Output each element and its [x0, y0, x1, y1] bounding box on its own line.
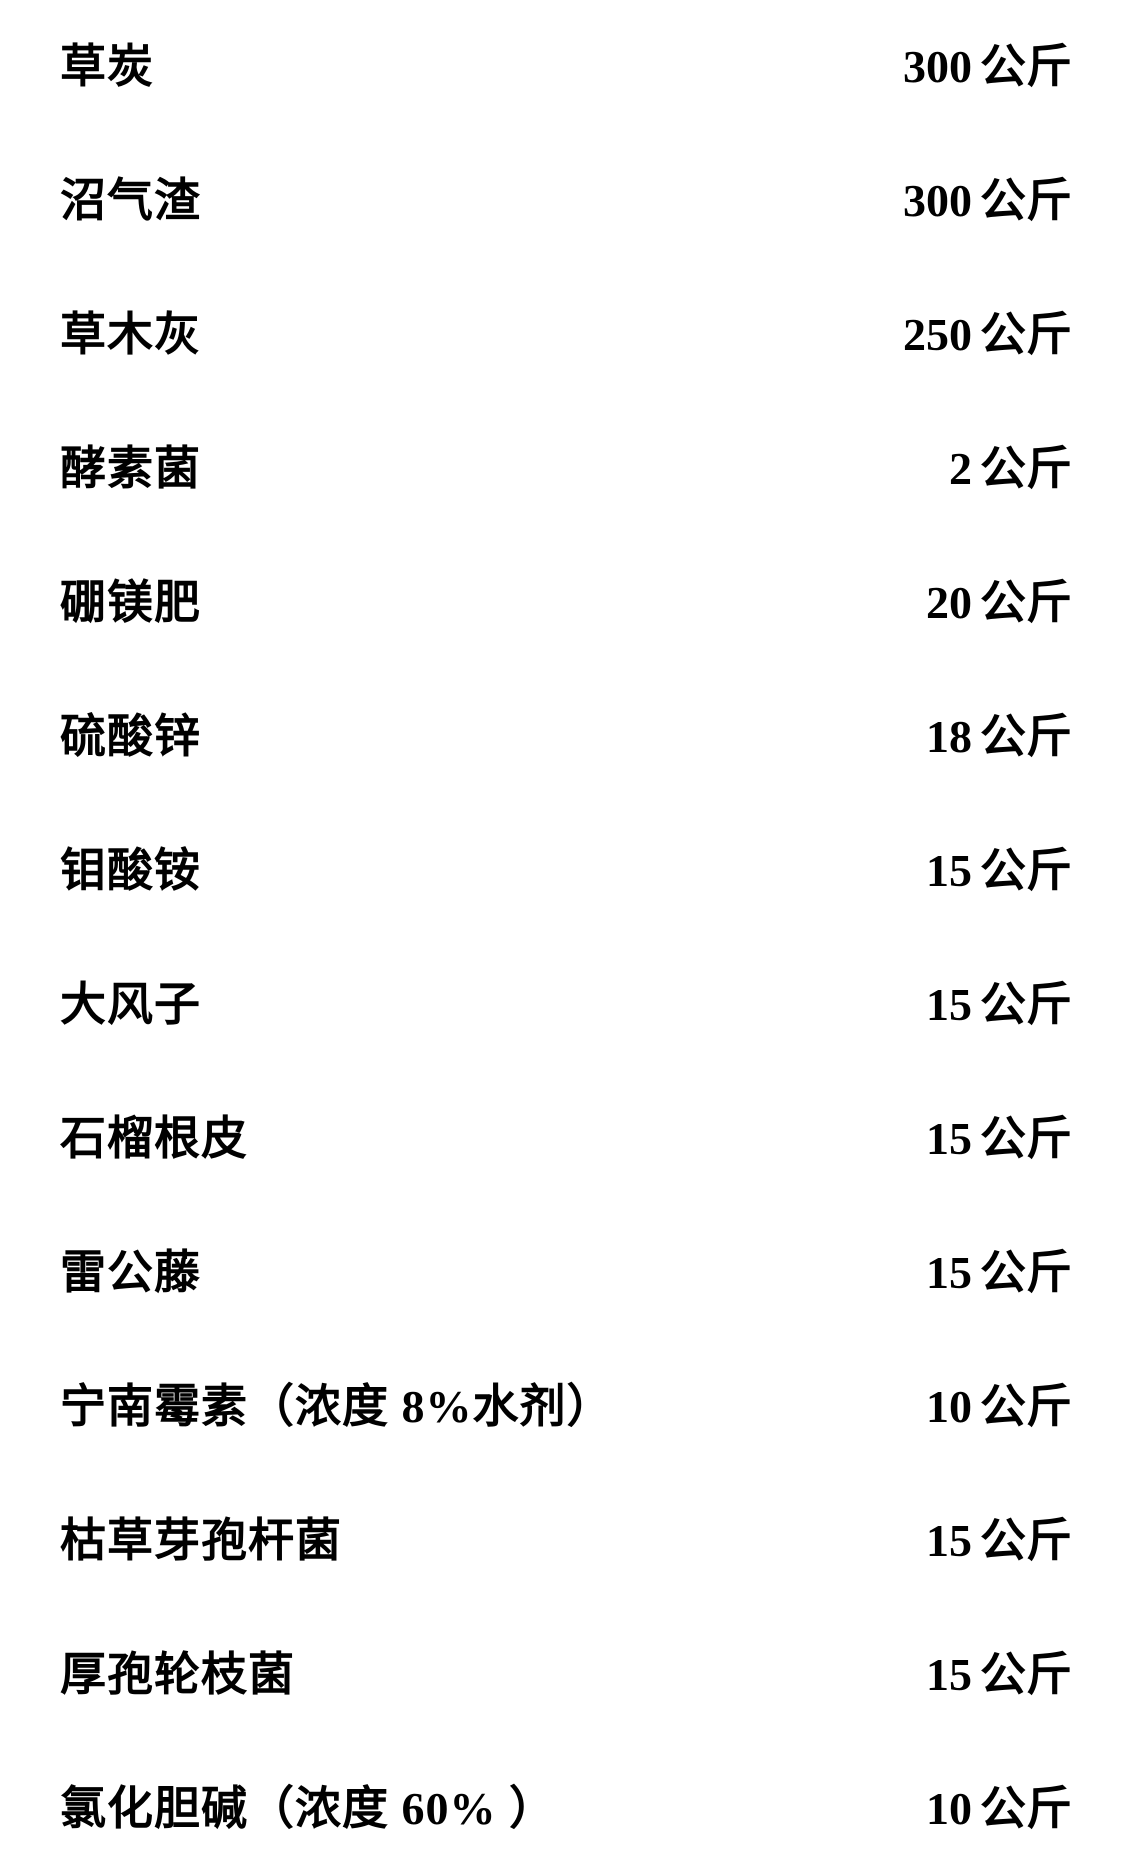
ingredient-unit: 公斤: [980, 1638, 1072, 1704]
list-item: 厚孢轮枝菌 15 公斤: [60, 1638, 1072, 1704]
list-item: 雷公藤 15 公斤: [60, 1236, 1072, 1302]
ingredient-value-cell: 15 公斤: [752, 1102, 1072, 1168]
ingredient-name: 沼气渣: [60, 164, 201, 230]
ingredient-value: 15: [832, 1246, 972, 1299]
ingredient-unit: 公斤: [980, 30, 1072, 96]
list-item: 钼酸铵 15 公斤: [60, 834, 1072, 900]
list-item: 宁南霉素（浓度 8%水剂） 10 公斤: [60, 1370, 1072, 1436]
ingredient-name: 大风子: [60, 968, 201, 1034]
ingredient-value: 18: [832, 710, 972, 763]
list-item: 草炭 300 公斤: [60, 30, 1072, 96]
ingredient-value-cell: 15 公斤: [752, 1236, 1072, 1302]
ingredient-name: 硫酸锌: [60, 700, 201, 766]
ingredient-name: 草木灰: [60, 298, 201, 364]
ingredient-unit: 公斤: [980, 968, 1072, 1034]
ingredient-list: 草炭 300 公斤 沼气渣 300 公斤 草木灰 250 公斤 酵素菌 2 公斤…: [60, 30, 1072, 1838]
ingredient-value-cell: 15 公斤: [752, 968, 1072, 1034]
ingredient-value: 300: [832, 40, 972, 93]
ingredient-value: 2: [832, 442, 972, 495]
ingredient-unit: 公斤: [980, 164, 1072, 230]
ingredient-value-cell: 300 公斤: [752, 30, 1072, 96]
ingredient-unit: 公斤: [980, 1504, 1072, 1570]
ingredient-value: 250: [832, 308, 972, 361]
ingredient-unit: 公斤: [980, 1236, 1072, 1302]
ingredient-value-cell: 2 公斤: [752, 432, 1072, 498]
ingredient-value-cell: 10 公斤: [752, 1772, 1072, 1838]
ingredient-name: 石榴根皮: [60, 1102, 248, 1168]
list-item: 石榴根皮 15 公斤: [60, 1102, 1072, 1168]
ingredient-unit: 公斤: [980, 432, 1072, 498]
list-item: 氯化胆碱（浓度 60% ） 10 公斤: [60, 1772, 1072, 1838]
ingredient-value: 15: [832, 1112, 972, 1165]
ingredient-value: 15: [832, 844, 972, 897]
ingredient-value-cell: 15 公斤: [752, 1504, 1072, 1570]
ingredient-value-cell: 250 公斤: [752, 298, 1072, 364]
ingredient-value-cell: 15 公斤: [752, 834, 1072, 900]
ingredient-name: 钼酸铵: [60, 834, 201, 900]
list-item: 草木灰 250 公斤: [60, 298, 1072, 364]
ingredient-value-cell: 300 公斤: [752, 164, 1072, 230]
ingredient-value: 15: [832, 978, 972, 1031]
ingredient-value-cell: 10 公斤: [752, 1370, 1072, 1436]
ingredient-name: 酵素菌: [60, 432, 201, 498]
ingredient-value: 20: [832, 576, 972, 629]
ingredient-unit: 公斤: [980, 700, 1072, 766]
ingredient-name: 厚孢轮枝菌: [60, 1638, 295, 1704]
ingredient-name: 宁南霉素（浓度 8%水剂）: [60, 1370, 614, 1436]
ingredient-value-cell: 15 公斤: [752, 1638, 1072, 1704]
ingredient-value: 10: [832, 1782, 972, 1835]
ingredient-unit: 公斤: [980, 566, 1072, 632]
ingredient-unit: 公斤: [980, 834, 1072, 900]
ingredient-name: 枯草芽孢杆菌: [60, 1504, 342, 1570]
ingredient-unit: 公斤: [980, 1370, 1072, 1436]
ingredient-name: 硼镁肥: [60, 566, 201, 632]
ingredient-value: 300: [832, 174, 972, 227]
list-item: 硼镁肥 20 公斤: [60, 566, 1072, 632]
ingredient-name: 氯化胆碱（浓度 60% ）: [60, 1772, 556, 1838]
ingredient-name: 草炭: [60, 30, 154, 96]
ingredient-name: 雷公藤: [60, 1236, 201, 1302]
list-item: 硫酸锌 18 公斤: [60, 700, 1072, 766]
ingredient-unit: 公斤: [980, 298, 1072, 364]
ingredient-value: 15: [832, 1648, 972, 1701]
ingredient-unit: 公斤: [980, 1772, 1072, 1838]
ingredient-value: 10: [832, 1380, 972, 1433]
list-item: 枯草芽孢杆菌 15 公斤: [60, 1504, 1072, 1570]
list-item: 沼气渣 300 公斤: [60, 164, 1072, 230]
list-item: 大风子 15 公斤: [60, 968, 1072, 1034]
ingredient-value-cell: 20 公斤: [752, 566, 1072, 632]
ingredient-value-cell: 18 公斤: [752, 700, 1072, 766]
ingredient-value: 15: [832, 1514, 972, 1567]
list-item: 酵素菌 2 公斤: [60, 432, 1072, 498]
ingredient-unit: 公斤: [980, 1102, 1072, 1168]
